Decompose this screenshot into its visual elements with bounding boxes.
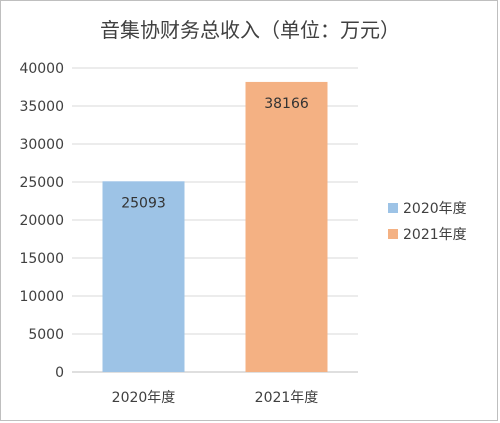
y-tick-label: 30000: [19, 137, 64, 153]
y-tick-label: 0: [55, 365, 64, 381]
x-tick-label: 2021年度: [255, 390, 319, 406]
legend-swatch-2: [388, 229, 398, 239]
y-tick-label: 10000: [19, 289, 64, 305]
y-tick-label: 20000: [19, 213, 64, 229]
legend-swatch-1: [388, 203, 398, 213]
x-tick-label: 2020年度: [112, 390, 176, 406]
chart-title: 音集协财务总收入（单位：万元）: [100, 18, 400, 42]
legend-label-2: 2021年度: [403, 227, 467, 243]
y-tick-label: 25000: [19, 175, 64, 191]
y-tick-label: 5000: [28, 327, 64, 343]
data-label: 25093: [121, 195, 166, 211]
bar-1: [102, 181, 185, 372]
y-tick-label: 35000: [19, 99, 64, 115]
y-tick-label: 40000: [19, 61, 64, 77]
bar-2: [245, 81, 328, 372]
data-label: 38166: [264, 96, 309, 112]
legend-label-1: 2020年度: [403, 201, 467, 217]
y-tick-label: 15000: [19, 251, 64, 267]
